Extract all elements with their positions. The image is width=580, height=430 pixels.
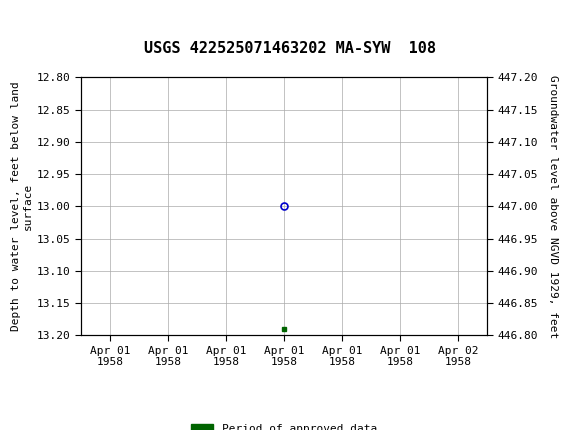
Text: USGS: USGS xyxy=(44,10,99,28)
Y-axis label: Groundwater level above NGVD 1929, feet: Groundwater level above NGVD 1929, feet xyxy=(548,75,557,338)
Legend: Period of approved data: Period of approved data xyxy=(187,419,382,430)
Text: USGS 422525071463202 MA-SYW  108: USGS 422525071463202 MA-SYW 108 xyxy=(144,41,436,56)
Y-axis label: Depth to water level, feet below land
surface: Depth to water level, feet below land su… xyxy=(11,82,33,331)
